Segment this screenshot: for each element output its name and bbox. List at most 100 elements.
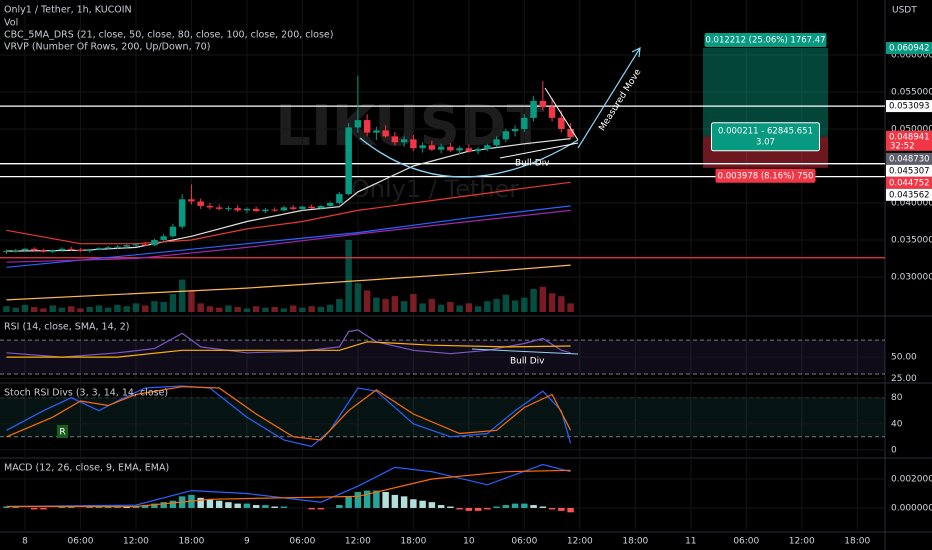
x-tick-label: 06:00 — [289, 537, 315, 547]
volume-bar — [548, 293, 556, 312]
volume-bar — [317, 306, 325, 312]
histogram-bar — [197, 497, 204, 508]
price-label: 0.053093 — [889, 102, 930, 112]
candle-body — [530, 100, 537, 118]
volume-bar — [95, 305, 103, 312]
histogram-bar — [271, 506, 278, 508]
volume-bar — [40, 308, 47, 312]
volume-bar — [474, 306, 482, 312]
volume-bar — [502, 294, 510, 312]
x-tick-label: 9 — [244, 537, 250, 547]
y-tick-label: 0.055000 — [891, 87, 932, 97]
volume-bar — [558, 296, 565, 312]
volume-bar — [354, 283, 362, 312]
volume-bar — [252, 306, 260, 312]
histogram-bar — [447, 506, 454, 508]
volume-bar — [373, 297, 380, 312]
price-label: 0.060942 — [889, 44, 930, 54]
histogram-bar — [558, 507, 565, 511]
series-line — [6, 386, 572, 441]
volume-bar — [169, 294, 177, 312]
histogram-bar — [437, 505, 445, 508]
candle-body — [465, 148, 473, 152]
candle-body — [456, 148, 463, 151]
y-tick-label: 0 — [891, 445, 897, 455]
histogram-bar — [95, 506, 103, 508]
price-label: 0.048941 — [889, 132, 930, 142]
y-tick-label: 40 — [891, 419, 903, 429]
histogram-bar — [104, 506, 112, 508]
price-label-box — [886, 164, 932, 177]
candle-body — [391, 136, 399, 143]
target-label-box — [704, 33, 827, 48]
candle-body — [493, 139, 500, 146]
x-tick-label: 10 — [463, 537, 475, 547]
volume-bar — [280, 308, 288, 312]
annotation: Bull Div — [515, 159, 550, 169]
histogram-bar — [465, 507, 473, 511]
candle-body — [280, 207, 288, 211]
volume-bar — [58, 307, 66, 312]
pane-title: Stoch RSI Divs (3, 3, 14, 14, close) — [4, 388, 168, 399]
chart-title: Only1 / Tether, 1h, KUCOIN — [4, 5, 132, 16]
volume-bar — [456, 305, 463, 312]
histogram-bar — [243, 503, 251, 508]
candle-body — [363, 120, 371, 133]
rsi-div-line — [471, 348, 579, 355]
candle-body — [539, 100, 547, 107]
histogram-bar — [280, 506, 288, 508]
histogram-bar — [530, 505, 537, 508]
candle-body — [77, 249, 84, 252]
countdown: 32:52 — [890, 141, 915, 151]
candle-body — [86, 249, 93, 252]
entry-label: 3.07 — [756, 137, 775, 147]
y-tick-label: 0.002000 — [891, 474, 932, 484]
candle-body — [502, 131, 510, 140]
volume-bar — [197, 303, 204, 312]
histogram-bar — [484, 507, 491, 510]
x-tick-label: 12:00 — [789, 537, 815, 547]
y-tick-label: 0.035000 — [891, 235, 932, 245]
measured-move-arrow — [577, 47, 641, 149]
candle-body — [354, 120, 362, 128]
x-tick-label: 18:00 — [400, 537, 426, 547]
y-tick-label: 50.00 — [891, 353, 917, 363]
histogram-bar — [123, 506, 130, 508]
volume-bar — [493, 299, 500, 312]
volume-bar — [271, 306, 278, 312]
series-line — [6, 463, 571, 508]
y-tick-label: 25.00 — [891, 374, 917, 384]
volume-bar — [391, 296, 399, 312]
candle-body — [114, 246, 121, 248]
volume-bar — [567, 303, 574, 312]
histogram-bar — [12, 506, 19, 508]
candle-body — [262, 209, 269, 212]
histogram-bar — [132, 506, 140, 508]
volume-bar — [326, 304, 334, 312]
volume-bar — [77, 308, 84, 312]
histogram-bar — [419, 500, 426, 508]
series-line — [6, 385, 572, 448]
histogram-bar — [400, 496, 408, 508]
histogram-bar — [567, 507, 574, 513]
watermark: LIKUSDT — [275, 94, 544, 159]
histogram-bar — [410, 499, 417, 508]
histogram-bar — [548, 507, 556, 510]
volume-bar — [511, 300, 519, 312]
histogram-bar — [345, 496, 352, 508]
volume-bar — [160, 301, 167, 312]
candle-body — [289, 207, 297, 209]
x-tick-label: 18:00 — [178, 537, 204, 547]
histogram-bar — [428, 502, 436, 508]
pane-title: MACD (12, 26, close, 9, EMA, EMA) — [4, 463, 169, 474]
candle-body — [40, 250, 47, 252]
candle-body — [336, 194, 343, 203]
candle-body — [197, 201, 204, 206]
volume-bar — [447, 301, 454, 312]
candle-body — [12, 250, 19, 252]
candle-body — [95, 248, 103, 250]
candle-body — [326, 202, 334, 206]
histogram-bar — [493, 506, 500, 508]
candle-body — [3, 251, 10, 253]
